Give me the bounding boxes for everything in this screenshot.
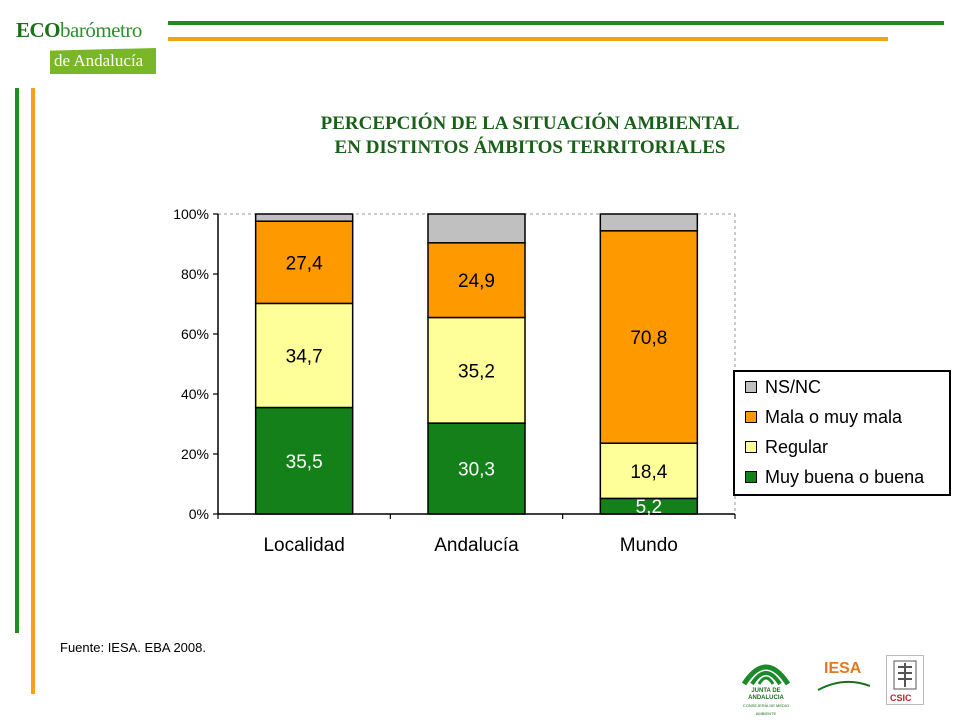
top-orange-rule xyxy=(168,37,888,41)
x-tick-label: Andalucía xyxy=(434,535,519,556)
bar-segment xyxy=(427,213,526,244)
junta-sub: CONSEJERÍA DE MEDIO AMBIENTE xyxy=(742,703,790,716)
x-tick-label: Mundo xyxy=(620,535,678,556)
axes: Localidad Andalucía Mundo 0% 20% 40% 60% 80% 100… xyxy=(173,206,736,556)
legend-swatch-mala xyxy=(745,411,757,423)
ecobarometro-logo: ECObarómetro de Andalucía xyxy=(16,18,156,78)
legend-item-buena: Muy buena o buena xyxy=(745,466,924,488)
bar-segment xyxy=(254,406,354,515)
data-labels: 35,5 34,7 27,4 30,3 35,2 24,9 5,2 18,4 70,8 xyxy=(286,253,668,518)
bar-segment xyxy=(427,242,526,319)
bar-segment xyxy=(254,220,354,305)
bar-segment xyxy=(599,230,699,444)
chart-title-line1: PERCEPCIÓN DE LA SITUACIÓN AMBIENTAL xyxy=(320,113,740,134)
data-label: 27,4 xyxy=(286,253,323,274)
data-label: 18,4 xyxy=(630,462,667,483)
csic-emblem-icon xyxy=(893,660,917,690)
data-label: 34,7 xyxy=(286,346,323,367)
top-green-rule xyxy=(168,21,944,25)
junta-text: JUNTA DE ANDALUCIA CONSEJERÍA DE MEDIO AM… xyxy=(736,688,796,718)
y-tick-label: 20% xyxy=(181,446,209,462)
source-note: Fuente: IESA. EBA 2008. xyxy=(60,640,206,655)
chart-title-line2: EN DISTINTOS ÁMBITOS TERRITORIALES xyxy=(334,137,726,158)
legend-label-regular: Regular xyxy=(765,436,829,457)
data-label: 24,9 xyxy=(458,271,495,292)
csic-logo: CSIC xyxy=(886,655,924,705)
bar-segment xyxy=(427,316,526,424)
iesa-text: IESA xyxy=(824,660,862,677)
data-label: 30,3 xyxy=(458,460,495,481)
legend-item-nsnc: NS/NC xyxy=(745,376,821,398)
logo-band xyxy=(50,48,156,74)
legend-swatch-regular xyxy=(745,441,757,453)
bar-segment xyxy=(254,302,354,409)
chart-legend: NS/NC Mala o muy mala Regular Muy buena … xyxy=(733,370,951,496)
junta-emblem-icon xyxy=(741,664,791,686)
logo-title-rest: barómetro xyxy=(60,18,142,42)
junta-name: JUNTA DE ANDALUCIA xyxy=(748,688,784,701)
data-label: 35,5 xyxy=(286,452,323,473)
y-tick-label: 100% xyxy=(173,206,209,222)
junta-andalucia-logo: JUNTA DE ANDALUCIA CONSEJERÍA DE MEDIO AM… xyxy=(736,654,796,716)
y-tick-label: 80% xyxy=(181,266,209,282)
left-orange-rule xyxy=(31,88,35,694)
legend-label-buena: Muy buena o buena xyxy=(765,466,925,487)
iesa-logo: IESA xyxy=(816,660,872,694)
logo-subtitle: de Andalucía xyxy=(54,51,144,70)
bar-segment xyxy=(599,442,699,500)
y-tick-label: 40% xyxy=(181,386,209,402)
data-label: 35,2 xyxy=(458,361,495,382)
x-tick-label: Localidad xyxy=(263,535,344,556)
legend-item-regular: Regular xyxy=(745,436,828,458)
legend-label-mala: Mala o muy mala xyxy=(765,406,903,427)
bar-segment xyxy=(599,213,699,232)
bar-segment xyxy=(427,422,526,515)
legend-swatch-nsnc xyxy=(745,381,757,393)
legend-swatch-buena xyxy=(745,471,757,483)
csic-text: CSIC xyxy=(890,693,912,703)
csic-frame xyxy=(886,655,924,705)
bar-segment xyxy=(254,213,354,222)
y-tick-label: 60% xyxy=(181,326,209,342)
data-label: 5,2 xyxy=(636,497,662,518)
legend-label-nsnc: NS/NC xyxy=(765,376,822,397)
data-label: 70,8 xyxy=(630,328,667,349)
left-green-rule xyxy=(15,88,19,633)
logo-title: ECObarómetro xyxy=(16,18,142,43)
chart-title: PERCEPCIÓN DE LA SITUACIÓN AMBIENTAL EN … xyxy=(180,112,880,160)
y-tick-label: 0% xyxy=(189,506,209,522)
iesa-swoosh-icon xyxy=(817,680,871,691)
legend-item-mala: Mala o muy mala xyxy=(745,406,902,428)
bars xyxy=(254,213,699,515)
logo-title-eco: ECO xyxy=(16,18,61,42)
